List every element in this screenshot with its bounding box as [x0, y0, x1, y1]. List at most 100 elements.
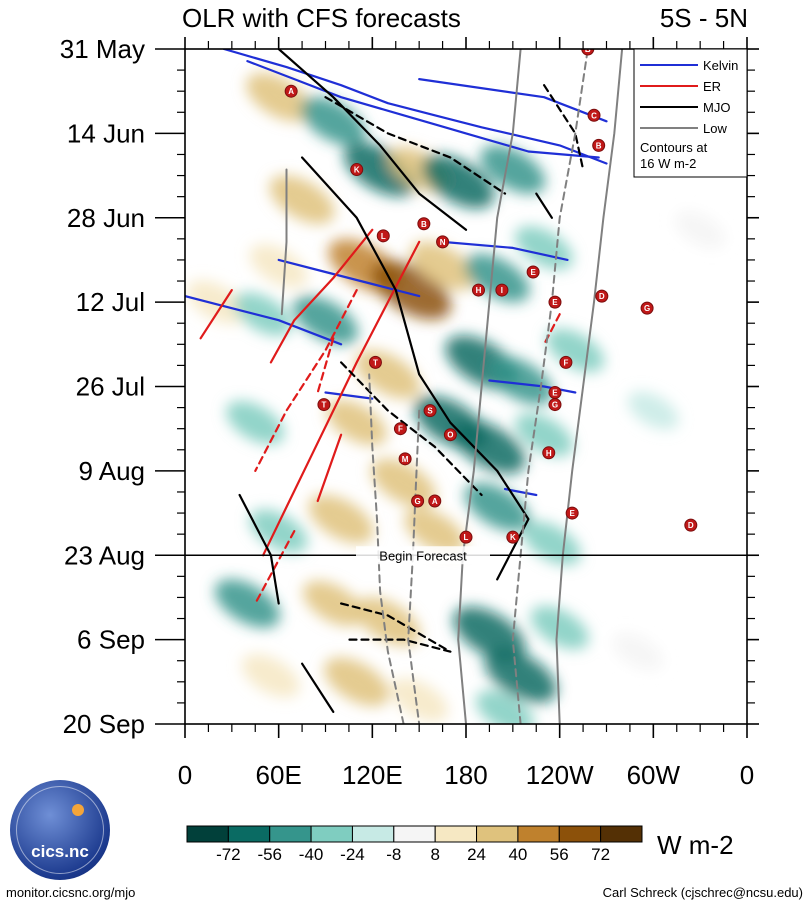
- storm-label-23: M: [402, 455, 409, 464]
- x-axis: 0 60E 120E 180 120W 60W 0: [178, 37, 754, 790]
- series-er-line-0: [269, 228, 374, 364]
- storm-marker-4: K: [350, 163, 364, 177]
- storm-marker-21: O: [443, 428, 457, 442]
- heatmap-cell-21: [453, 419, 526, 474]
- series-er-line-1: [254, 289, 358, 472]
- heatmap-cell-13: [187, 280, 246, 324]
- storm-marker-22: H: [542, 446, 556, 460]
- legend: Kelvin ER MJO Low Contours at 16 W m-2: [633, 48, 748, 178]
- storm-marker-10: I: [495, 283, 509, 297]
- storm-marker-9: H: [471, 283, 485, 297]
- colorbar-tick-label-7: 40: [508, 845, 527, 864]
- storm-marker-0: B: [581, 45, 595, 56]
- heatmap-cell-32: [302, 580, 364, 627]
- heatmap-cell-8: [371, 260, 452, 320]
- storm-marker-6: L: [376, 229, 390, 243]
- y-axis: 31 May 14 Jun 28 Jun 12 Jul 26 Jul 9 Aug 23 Au…: [60, 34, 759, 739]
- heatmap-cell-30: [249, 509, 308, 553]
- series-er-line-6: [316, 433, 343, 503]
- legend-label-low: Low: [703, 121, 727, 136]
- y-tick-label-8: 20 Sep: [63, 709, 145, 739]
- storm-label-25: A: [432, 497, 438, 506]
- storm-label-0: B: [585, 45, 591, 54]
- storm-marker-28: K: [506, 530, 520, 544]
- y-tick-label-0: 31 May: [60, 34, 145, 64]
- heatmap-cell-18: [546, 328, 605, 373]
- storm-marker-16: E: [548, 386, 562, 400]
- colorbar-swatch-4: [351, 825, 395, 843]
- forecast-label-bg: [356, 546, 490, 565]
- colorbar-tick-label-4: -8: [386, 845, 401, 864]
- storm-marker-24: G: [411, 494, 425, 508]
- series-kelvin-line-7: [324, 391, 374, 400]
- storm-label-2: C: [591, 111, 597, 120]
- storm-label-8: E: [530, 268, 536, 277]
- series-low-line-5: [407, 409, 421, 724]
- heatmap-cell-38: [324, 657, 390, 707]
- heatmap-cell-31: [214, 579, 281, 628]
- x-tick-label-2: 120E: [342, 760, 403, 790]
- heatmap-cell-10: [249, 244, 308, 288]
- heatmap-cell-23: [226, 400, 285, 445]
- storm-marker-7: N: [436, 235, 450, 249]
- x-tick-label-3: 180: [444, 760, 487, 790]
- storm-label-5: B: [421, 220, 427, 229]
- series-kelvin-line-0: [222, 49, 608, 165]
- series-kelvin-line-5: [441, 240, 569, 261]
- heatmap-cell-33: [355, 597, 421, 646]
- series-mjo-line-1: [324, 96, 507, 195]
- storm-marker-3: B: [592, 138, 606, 152]
- storm-marker-5: B: [417, 217, 431, 231]
- colorbar-tick-label-3: -24: [340, 845, 365, 864]
- heatmap-cell-27: [404, 508, 466, 554]
- colorbar-swatch-5: [393, 825, 436, 843]
- storm-label-3: B: [596, 141, 602, 150]
- storm-label-12: E: [552, 298, 558, 307]
- storm-label-18: G: [552, 401, 558, 410]
- x-tick-label-4: 120W: [526, 760, 594, 790]
- storm-label-17: T: [321, 401, 326, 410]
- heatmap-cell-0: [246, 72, 312, 122]
- storm-label-16: E: [552, 389, 558, 398]
- series-er-line-4: [199, 289, 233, 340]
- storm-label-21: O: [447, 431, 453, 440]
- storm-label-11: D: [599, 292, 605, 301]
- y-tick-label-7: 6 Sep: [77, 625, 145, 655]
- colorbar-swatch-8: [517, 825, 560, 843]
- heatmap-cell-35: [484, 648, 557, 703]
- heatmap-cell-5: [480, 145, 546, 194]
- series-kelvin-line-1: [246, 60, 600, 159]
- colorbar-swatch-0: [186, 825, 229, 843]
- storm-label-28: K: [510, 533, 516, 542]
- footer-url: monitor.cicsnc.org/mjo: [6, 885, 135, 900]
- series-mjo-line-6: [301, 662, 335, 713]
- heatmap-cell-17: [488, 356, 554, 405]
- colorbar-tick-label-2: -40: [299, 845, 324, 864]
- legend-label-kelvin: Kelvin: [703, 58, 738, 73]
- heatmap-cell-1: [300, 97, 366, 146]
- heatmap-cell-15: [234, 292, 293, 336]
- heatmap-cell-4: [422, 154, 495, 209]
- x-tick-label-5: 60W: [627, 760, 681, 790]
- storm-label-1: A: [288, 87, 294, 96]
- y-tick-label-1: 14 Jun: [67, 118, 145, 148]
- y-tick-label-2: 28 Jun: [67, 203, 145, 233]
- colorbar: -72 -56 -40 -24 -8 8 24 40 56 72: [186, 825, 643, 864]
- storm-marker-23: M: [398, 452, 412, 466]
- y-tick-label-5: 9 Aug: [78, 456, 145, 486]
- heatmap-cell-37: [241, 654, 300, 698]
- heatmap-cell-26: [308, 494, 374, 544]
- colorbar-tick-label-8: 56: [550, 845, 569, 864]
- storm-label-15: F: [563, 358, 568, 367]
- series-low-line-1: [511, 49, 589, 724]
- colorbar-tick-label-9: 72: [591, 845, 610, 864]
- storm-marker-29: D: [684, 518, 698, 532]
- storm-label-19: S: [427, 407, 433, 416]
- colorbar-swatch-10: [600, 825, 643, 843]
- colorbar-tick-label-5: 8: [430, 845, 439, 864]
- storm-marker-8: E: [526, 265, 540, 279]
- series-kelvin-line-2: [418, 78, 608, 123]
- storm-label-6: L: [381, 232, 386, 241]
- series-mjo-line-2: [301, 156, 530, 581]
